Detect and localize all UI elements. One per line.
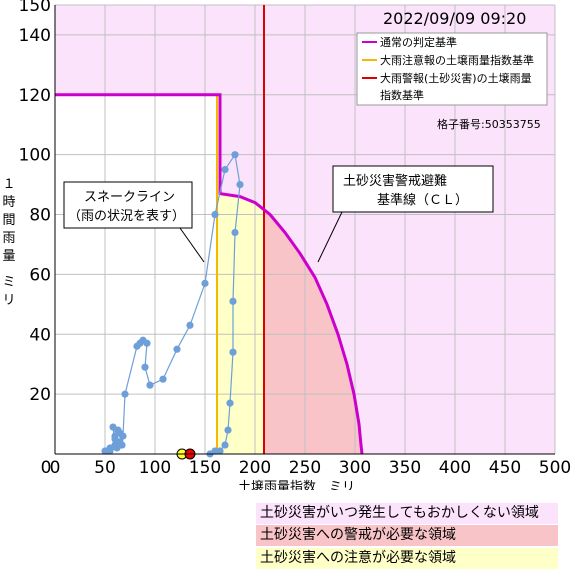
x-tick-label: 250 bbox=[289, 458, 321, 478]
x-tick-label: 150 bbox=[189, 458, 221, 478]
legend-label-warning-cont: 指数基準 bbox=[380, 88, 424, 102]
legend-label-warning: 大雨警報(土砂災害)の土壌雨量 bbox=[380, 71, 532, 85]
x-tick-label: 50 bbox=[94, 458, 116, 478]
snake-point bbox=[106, 447, 114, 455]
snake-point bbox=[141, 363, 149, 371]
snake-annotation-box bbox=[63, 181, 193, 229]
snake-point bbox=[186, 321, 194, 329]
y-tick-label: 100 bbox=[19, 146, 51, 166]
snake-point bbox=[229, 297, 237, 305]
y-tick-label: 80 bbox=[29, 206, 51, 226]
snake-point bbox=[111, 435, 119, 443]
snake-annotation-title: スネークライン bbox=[84, 190, 175, 205]
snake-point bbox=[146, 381, 154, 389]
legend-label-advisory: 大雨注意報の土壌雨量指数基準 bbox=[380, 53, 534, 67]
cl-annotation-title: 土砂災害警戒避難 bbox=[343, 173, 447, 189]
snake-point bbox=[119, 432, 127, 440]
snake-point bbox=[143, 339, 151, 347]
region-key-warning: 土砂災害への警戒が必要な領域 bbox=[256, 525, 558, 546]
x-axis-label: 土壌雨量指数 ミリ bbox=[238, 480, 355, 490]
snake-point bbox=[201, 279, 209, 287]
cl-annotation-subtitle: 基準線（ＣＬ） bbox=[377, 192, 468, 208]
x-tick-label: 0 bbox=[50, 458, 61, 478]
cl-annotation-box bbox=[332, 165, 494, 213]
snake-point bbox=[221, 441, 229, 449]
y-tick-label: 60 bbox=[29, 265, 51, 285]
snake-point bbox=[231, 228, 239, 237]
snake-point bbox=[121, 390, 129, 398]
snake-point bbox=[231, 151, 239, 159]
snake-point bbox=[173, 345, 181, 353]
legend-label-judgment: 通常の判定基準 bbox=[380, 35, 457, 49]
y-tick-label: 0 bbox=[41, 458, 52, 478]
snake-annotation-pointer bbox=[179, 227, 205, 263]
warning-region-fill bbox=[264, 209, 362, 454]
axis-ticks: 0 50 100 150 200 250 300 350 400 450 500 0 20 40 60 80 1… bbox=[19, 0, 572, 478]
y-axis-label: １時間雨量ミリ bbox=[2, 177, 15, 308]
x-tick-label: 350 bbox=[389, 458, 421, 478]
y-tick-label: 150 bbox=[19, 0, 51, 16]
y-tick-label: 120 bbox=[19, 86, 51, 106]
x-tick-label: 100 bbox=[139, 458, 171, 478]
snake-point bbox=[236, 181, 244, 189]
snake-line-series bbox=[101, 151, 244, 458]
snake-point bbox=[226, 399, 234, 407]
cl-annotation-pointer bbox=[317, 211, 343, 263]
snake-point bbox=[221, 166, 229, 174]
snake-point bbox=[136, 339, 144, 347]
snake-point bbox=[114, 426, 122, 434]
chart-svg: 0 50 100 150 200 250 300 350 400 450 500 0 20 40 60 80 1… bbox=[2, 0, 572, 490]
snake-line-annotation: スネークライン （雨の状況を表す） bbox=[63, 181, 205, 263]
x-tick-label: 450 bbox=[489, 458, 521, 478]
legend-box bbox=[356, 32, 548, 106]
region-key-advisory: 土砂災害への注意が必要な領域 bbox=[256, 548, 558, 569]
snake-point bbox=[211, 210, 219, 219]
y-tick-label: 20 bbox=[29, 385, 51, 405]
judgment-criteria-line bbox=[55, 93, 364, 455]
y-tick-label: 40 bbox=[29, 325, 51, 345]
snake-point bbox=[229, 348, 237, 356]
timestamp: 2022/09/09 09:20 bbox=[383, 9, 526, 28]
x-tick-label: 400 bbox=[439, 458, 471, 478]
cl-annotation: 土砂災害警戒避難 基準線（ＣＬ） bbox=[317, 165, 494, 263]
grid-number: 格子番号:50353755 bbox=[437, 117, 541, 131]
snake-point bbox=[118, 441, 126, 449]
snake-point bbox=[216, 447, 224, 455]
x-tick-label: 500 bbox=[539, 458, 571, 478]
legend: 通常の判定基準 大雨注意報の土壌雨量指数基準 大雨警報(土砂災害)の土壌雨量 指… bbox=[356, 32, 548, 106]
snake-point bbox=[224, 426, 232, 434]
region-key-occurrence: 土砂災害がいつ発生してもおかしくない領域 bbox=[256, 503, 558, 524]
snake-point bbox=[159, 375, 167, 383]
y-tick-label: 140 bbox=[19, 26, 51, 46]
snake-annotation-subtitle: （雨の状況を表す） bbox=[68, 209, 185, 224]
x-tick-label: 200 bbox=[239, 458, 271, 478]
x-tick-label: 300 bbox=[339, 458, 371, 478]
